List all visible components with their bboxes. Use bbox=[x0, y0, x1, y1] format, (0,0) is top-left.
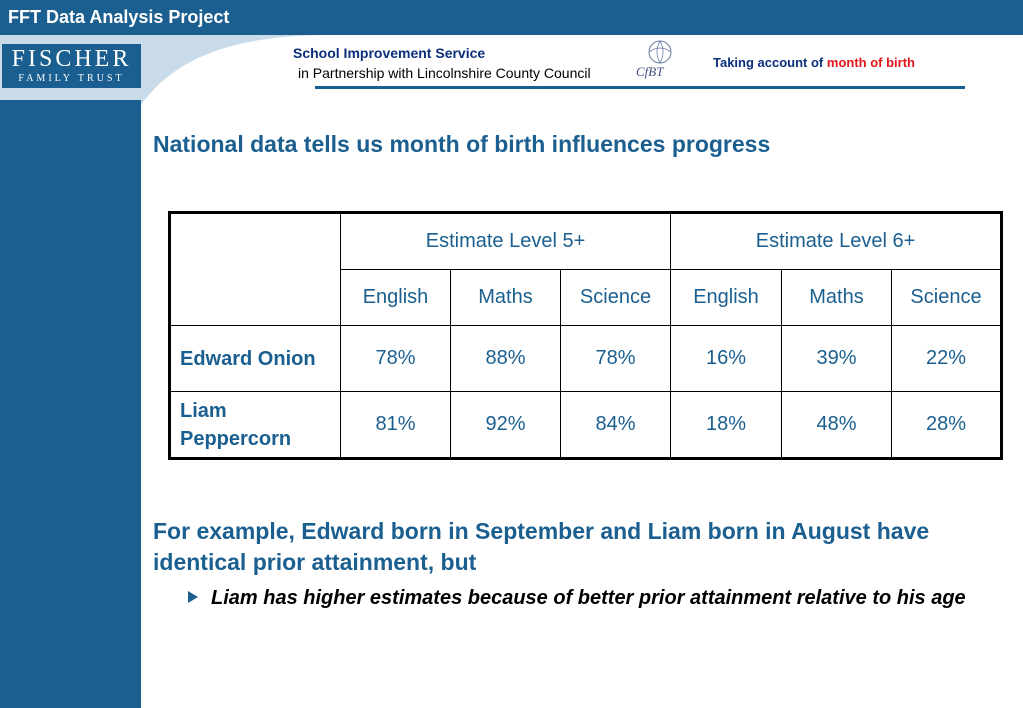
partnership-label: in Partnership with Lincolnshire County … bbox=[298, 65, 591, 81]
logo-line1: FISCHER bbox=[11, 46, 132, 72]
subject-header: English bbox=[340, 269, 451, 326]
header-rule bbox=[315, 86, 965, 89]
table-cell: 78% bbox=[560, 325, 671, 392]
pupil-name: Liam Peppercorn bbox=[169, 391, 341, 459]
table-row: Edward Onion 78% 88% 78% 16% 39% 22% bbox=[169, 325, 1002, 392]
subject-header: Science bbox=[891, 269, 1002, 326]
logo-line2: FAMILY TRUST bbox=[18, 73, 125, 84]
main-heading: National data tells us month of birth in… bbox=[153, 131, 771, 157]
subject-header: Maths bbox=[450, 269, 561, 326]
group-header-level6: Estimate Level 6+ bbox=[670, 212, 1002, 270]
example-paragraph: For example, Edward born in September an… bbox=[153, 518, 930, 575]
table-cell: 88% bbox=[450, 325, 561, 392]
sub-point-text: Liam has higher estimates because of bet… bbox=[211, 587, 966, 609]
group-header-level5: Estimate Level 5+ bbox=[340, 212, 671, 270]
cfbt-logo-text: CfBT bbox=[636, 64, 664, 79]
cfbt-logo-icon: CfBT bbox=[636, 40, 672, 79]
headline-part2: month of birth bbox=[826, 55, 915, 70]
table-cell: 81% bbox=[340, 391, 451, 459]
group-header-row: Estimate Level 5+ Estimate Level 6+ bbox=[169, 212, 1002, 326]
table-cell: 39% bbox=[781, 325, 892, 392]
subject-header: Maths bbox=[781, 269, 892, 326]
fischer-family-trust-logo: FISCHER FAMILY TRUST bbox=[2, 44, 141, 88]
empty-corner-cell bbox=[169, 212, 341, 326]
headline-part1: Taking account of bbox=[713, 55, 827, 70]
double-arrow-bullet-icon: ▶▶ bbox=[101, 140, 122, 157]
triangle-bullet-icon bbox=[188, 591, 198, 603]
subject-header-row: English Maths Science English Maths Scie… bbox=[170, 269, 1002, 326]
table-cell: 22% bbox=[891, 325, 1002, 392]
title-bar: FFT Data Analysis Project bbox=[0, 0, 1023, 35]
pupil-name: Edward Onion bbox=[169, 325, 341, 392]
subject-header: Science bbox=[560, 269, 671, 326]
table-cell: 78% bbox=[340, 325, 451, 392]
table-cell: 92% bbox=[450, 391, 561, 459]
table-cell: 18% bbox=[670, 391, 782, 459]
service-label: School Improvement Service bbox=[293, 45, 486, 61]
table-row: Liam Peppercorn 81% 92% 84% 18% 48% 28% bbox=[169, 391, 1002, 459]
table-cell: 16% bbox=[670, 325, 782, 392]
slide-headline: Taking account of month of birth bbox=[713, 55, 915, 70]
double-arrow-bullet-icon: ▶▶ bbox=[101, 528, 122, 545]
subject-header: English bbox=[670, 269, 782, 326]
table-cell: 84% bbox=[560, 391, 671, 459]
table-cell: 48% bbox=[781, 391, 892, 459]
presentation-title: FFT Data Analysis Project bbox=[8, 7, 230, 27]
estimates-table: Estimate Level 5+ Estimate Level 6+ Engl… bbox=[168, 211, 1003, 460]
table-cell: 28% bbox=[891, 391, 1002, 459]
sidebar-band bbox=[0, 100, 141, 708]
